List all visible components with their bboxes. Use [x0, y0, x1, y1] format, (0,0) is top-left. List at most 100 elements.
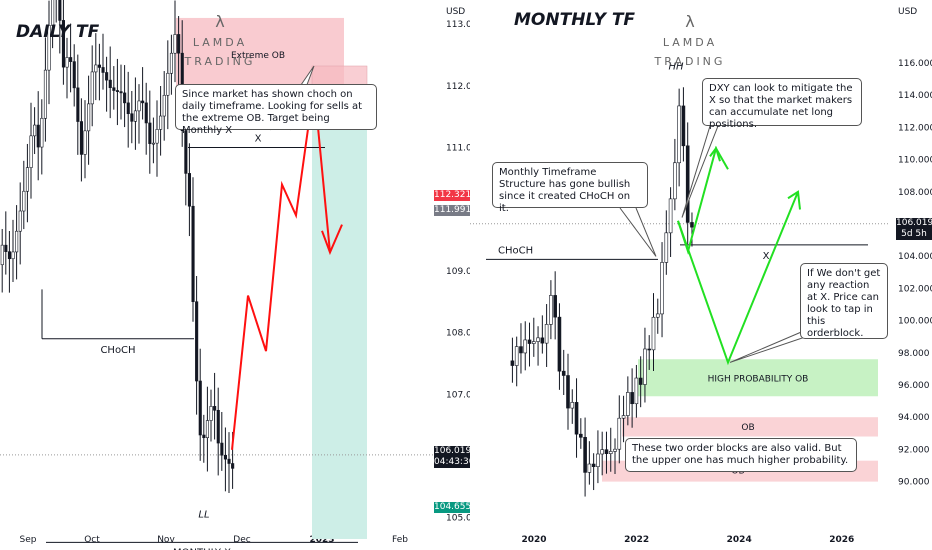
candle: [651, 316, 656, 351]
annotation-callout-reaction[interactable]: If We don't get any reaction at X. Price…: [800, 263, 888, 339]
y-tick-label: 104.000: [898, 252, 932, 262]
candle: [11, 251, 15, 260]
candle: [587, 463, 592, 473]
y-tick-label: 105.000: [446, 514, 470, 524]
countdown-badge: 04:43:30: [434, 457, 470, 468]
candle: [141, 100, 145, 104]
y-tick-label: 96.000: [898, 381, 930, 391]
candle: [621, 415, 626, 419]
candle: [40, 117, 44, 148]
projection-arrowhead: [321, 224, 343, 256]
higher-high-label: HH: [668, 61, 684, 72]
candle: [638, 377, 643, 385]
candle: [144, 102, 148, 124]
x-tick-label: 2022: [624, 535, 649, 545]
candle: [51, 0, 55, 26]
price-badge-ob-low: 111.991: [434, 205, 470, 216]
candle: [115, 90, 119, 92]
y-tick-label: 112.000: [446, 82, 470, 92]
candle: [101, 67, 105, 73]
candle: [617, 417, 622, 450]
projection-arrowhead: [709, 146, 721, 162]
choch-label: CHoCH: [100, 345, 135, 356]
price-badge-current: 106.019: [434, 446, 470, 457]
ob-upper-label: OB: [741, 423, 754, 433]
candle: [643, 348, 647, 385]
lambda-icon: λ: [215, 12, 225, 31]
candle: [227, 458, 231, 464]
x-tick-label: 2020: [521, 535, 546, 545]
brand-name: LAMDA TRADING: [654, 36, 726, 68]
y-tick-label: 107.000: [446, 390, 470, 400]
high-prob-ob-label: HIGH PROBABILITY OB: [708, 375, 809, 385]
candle: [604, 449, 609, 454]
brand-logo: λ LAMDA TRADING: [160, 12, 280, 69]
brand-logo: λ LAMDA TRADING: [630, 12, 750, 69]
candle: [664, 232, 669, 263]
candle: [191, 205, 195, 303]
price-badge-entry: 112.321: [434, 190, 470, 201]
candle: [673, 162, 677, 200]
monthly-x-label: MONTHLY X: [173, 547, 231, 550]
candle: [540, 337, 545, 344]
candle: [553, 295, 557, 318]
candle: [33, 124, 37, 137]
candle: [36, 124, 40, 148]
candle: [90, 71, 94, 105]
candle: [660, 262, 664, 315]
candle: [531, 341, 536, 344]
y-tick-label: 100.000: [898, 317, 932, 327]
y-tick-label: 113.000: [446, 20, 470, 30]
candle: [523, 339, 528, 354]
candle: [549, 295, 553, 325]
candle: [634, 377, 639, 405]
candle: [184, 130, 188, 174]
x-tick-label: Sep: [20, 535, 37, 545]
candle: [126, 102, 130, 115]
candle: [613, 448, 617, 452]
candle: [600, 449, 604, 455]
candle: [130, 113, 134, 122]
y-tick-label: 110.000: [898, 156, 932, 166]
callout-pointer: [681, 125, 719, 218]
candle: [173, 34, 177, 54]
candle: [133, 110, 137, 122]
annotation-callout-structure[interactable]: Monthly Timeframe Structure has gone bul…: [492, 162, 648, 214]
candle: [22, 190, 26, 212]
y-tick-label: 94.000: [898, 413, 930, 423]
y-tick-label: 102.000: [898, 284, 932, 294]
candle: [608, 451, 613, 454]
lower-low-label: LL: [198, 510, 209, 521]
candle: [72, 61, 76, 89]
candle: [43, 69, 48, 119]
candle: [630, 392, 634, 405]
x-level-label: X: [255, 134, 262, 145]
candle: [148, 122, 152, 144]
annotation-callout-order-blocks[interactable]: These two order blocks are also valid. B…: [625, 438, 857, 472]
candle: [223, 454, 227, 460]
candle: [87, 103, 91, 132]
candle: [97, 64, 101, 68]
callout-pointer: [729, 329, 815, 363]
candle: [69, 57, 73, 62]
candle: [519, 346, 523, 354]
annotation-callout[interactable]: Since market has shown choch on daily ti…: [175, 84, 377, 136]
candle: [596, 453, 600, 467]
candle: [202, 434, 206, 439]
candle: [583, 437, 587, 473]
chart-title: DAILY TF: [16, 22, 100, 42]
candle: [591, 463, 596, 467]
y-tick-label: 112.000: [898, 123, 932, 133]
candle: [216, 409, 220, 444]
candle: [65, 57, 69, 68]
candle: [0, 244, 4, 266]
candle: [527, 339, 532, 344]
candle: [574, 402, 579, 435]
price-badge-current: 106.019: [896, 218, 932, 229]
annotation-callout-mitigate[interactable]: DXY can look to mitigate the X so that t…: [702, 78, 862, 130]
choch-label: CHoCH: [498, 245, 533, 256]
candle: [626, 392, 630, 416]
candle: [677, 105, 681, 164]
candle: [137, 100, 141, 112]
lambda-icon: λ: [685, 12, 695, 31]
